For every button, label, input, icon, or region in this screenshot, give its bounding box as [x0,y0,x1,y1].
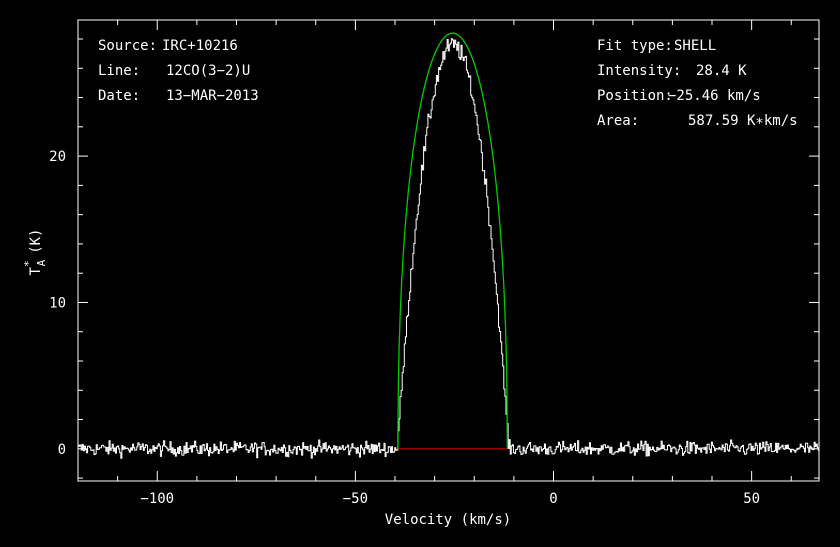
position-key: Position: [597,88,673,104]
line-value: 12CO(3−2)U [166,63,250,79]
area-key: Area: [597,113,639,129]
date-key: Date: [98,88,140,104]
svg-text:T*A(K): T*A (K) [22,229,48,276]
y-label-sub: A [35,259,48,266]
y-label-base: T [28,266,44,275]
x-axis-label: Velocity (km/s) [385,512,511,528]
info-left: Source: IRC+10216 Line: 12CO(3−2)U Date:… [98,38,259,104]
intensity-value: 28.4 K [696,63,747,79]
y-tick-label: 0 [58,442,66,458]
date-value: 13−MAR−2013 [166,88,259,104]
y-axis-label: T*A (K) [22,229,48,276]
axis-ticks: −100 −50 0 50 0 10 20 [49,20,819,507]
fit-curve [397,32,508,449]
line-key: Line: [98,63,140,79]
intensity-key: Intensity: [597,63,681,79]
plot-frame [77,19,820,482]
x-tick-label: −50 [343,491,368,507]
spectrum-line [78,38,819,459]
info-right: Fit type: SHELL Intensity: 28.4 K Positi… [597,38,798,129]
plot-content [78,32,819,459]
position-value: −25.46 km/s [668,88,761,104]
source-key: Source: [98,38,157,54]
area-value: 587.59 K∗km/s [688,113,798,129]
y-label-sup: * [22,260,35,267]
fit-type-value: SHELL [674,38,716,54]
source-value: IRC+10216 [162,38,238,54]
fit-type-key: Fit type: [597,38,673,54]
y-tick-label: 10 [49,295,66,311]
y-label-unit: (K) [28,229,44,254]
x-tick-label: 50 [743,491,760,507]
y-tick-label: 20 [49,149,66,165]
x-tick-label: −100 [140,491,174,507]
x-tick-label: 0 [549,491,557,507]
